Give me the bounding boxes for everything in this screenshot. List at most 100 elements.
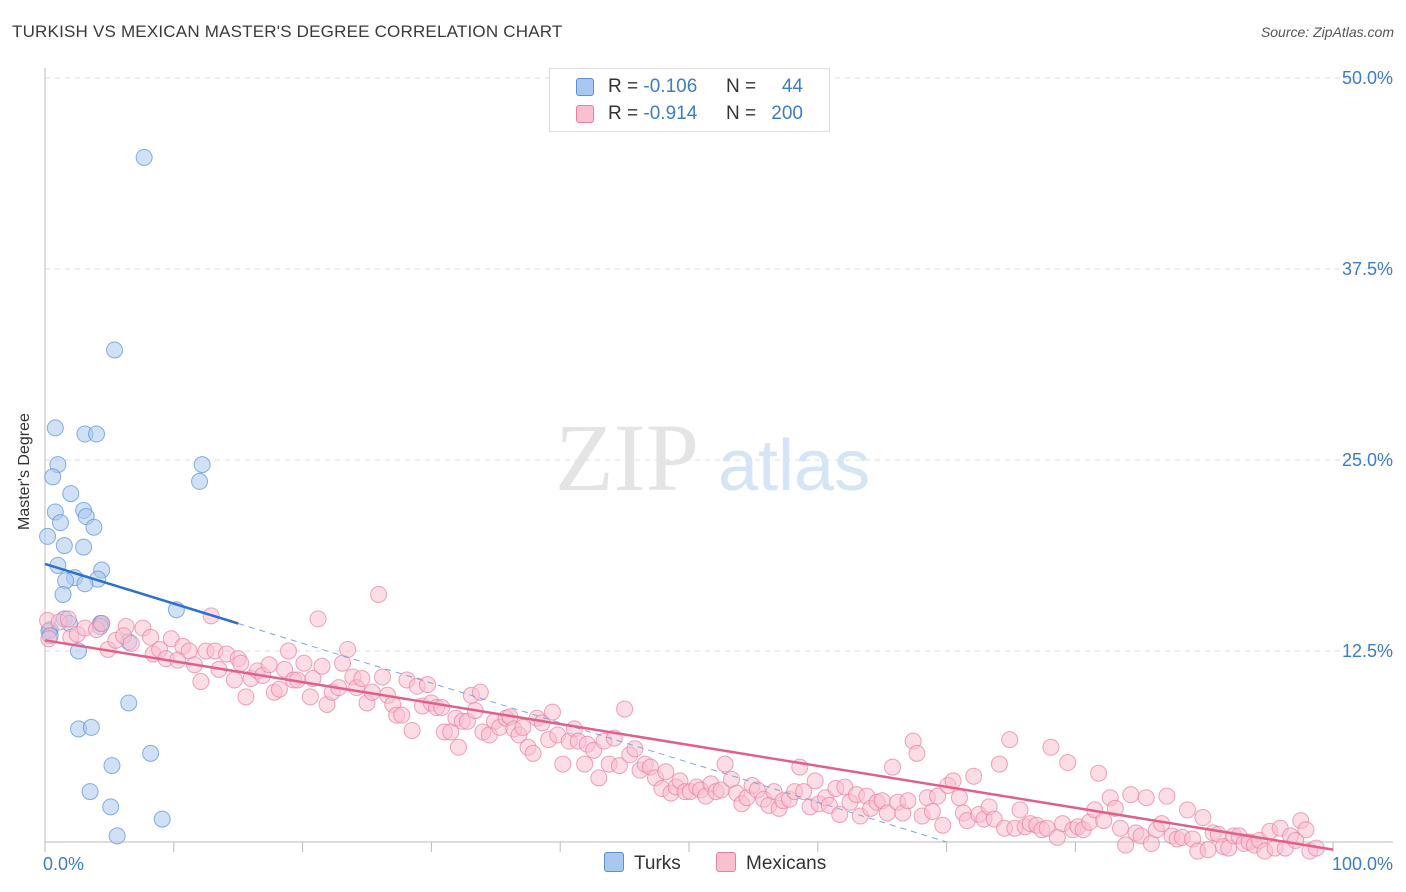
point-mexicans [270, 680, 288, 698]
point-turks [57, 572, 75, 590]
point-mexicans [1059, 754, 1077, 772]
point-mexicans [716, 755, 734, 773]
point-mexicans [225, 671, 243, 689]
point-mexicans [370, 585, 388, 603]
y-tick-label: 37.5% [1342, 259, 1393, 279]
point-mexicans [232, 654, 250, 672]
point-mexicans [543, 703, 561, 721]
source-label: Source: ZipAtlas.com [1260, 24, 1394, 40]
point-mexicans [471, 683, 489, 701]
watermark: ZIP atlas [555, 404, 870, 511]
point-mexicans [908, 744, 926, 762]
point-mexicans [237, 688, 255, 706]
legend-swatch-mexicans [576, 105, 594, 123]
legend-n-value-turks: 44 [781, 76, 803, 97]
point-mexicans [990, 755, 1008, 773]
point-mexicans [433, 699, 451, 717]
watermark-zip: ZIP [555, 404, 699, 511]
point-mexicans [923, 802, 941, 820]
trend-turks [44, 562, 239, 625]
bottom-legend-label-mexicans: Mexicans [746, 853, 827, 874]
point-turks [85, 518, 103, 536]
point-turks [106, 341, 124, 359]
point-mexicans [339, 640, 357, 658]
series-mexicans-points [39, 585, 1325, 860]
point-mexicans [1117, 836, 1135, 854]
legend-swatch-turks [576, 78, 594, 96]
point-mexicans [626, 740, 644, 758]
point-turks [88, 425, 106, 443]
point-mexicans [884, 758, 902, 776]
legend-n-value-mexicans: 200 [771, 103, 803, 124]
point-mexicans [59, 610, 77, 628]
point-mexicans [806, 772, 824, 790]
point-turks [135, 148, 153, 166]
point-mexicans [1297, 821, 1315, 839]
point-mexicans [419, 676, 437, 694]
point-turks [103, 757, 121, 775]
chart-title: TURKISH VS MEXICAN MASTER'S DEGREE CORRE… [12, 22, 563, 41]
point-mexicans [514, 718, 532, 736]
point-mexicans [449, 738, 467, 756]
point-mexicans [1199, 841, 1217, 859]
point-mexicans [610, 757, 628, 775]
point-mexicans [1178, 801, 1196, 819]
legend-n-label-turks: N = [726, 76, 757, 97]
series-turks-points [39, 148, 211, 845]
point-mexicans [353, 670, 371, 688]
legend-n-label-mexicans: N = [726, 103, 757, 124]
point-mexicans [192, 673, 210, 691]
legend-row-mexicans: R = -0.914 N = 200 [550, 101, 829, 127]
point-turks [54, 585, 72, 603]
point-turks [108, 827, 126, 845]
watermark-atlas: atlas [718, 426, 870, 506]
trend-lines [44, 562, 1334, 851]
point-turks [75, 538, 93, 556]
bottom-legend-turks: Turks [604, 852, 681, 875]
correlation-legend: R = -0.106 N = 44 R = -0.914 N = 200 [549, 68, 830, 132]
point-mexicans [279, 642, 297, 660]
point-turks [39, 527, 57, 545]
point-mexicans [554, 755, 572, 773]
point-mexicans [1042, 738, 1060, 756]
bottom-legend-mexicans: Mexicans [716, 852, 826, 875]
x-tick-label-min: 0.0% [43, 854, 84, 874]
point-mexicans [795, 783, 813, 801]
point-mexicans [1001, 731, 1019, 749]
point-turks [191, 472, 209, 490]
point-turks [120, 694, 138, 712]
point-turks [51, 514, 69, 532]
bottom-legend-swatch-mexicans [716, 852, 736, 872]
point-mexicans [590, 769, 608, 787]
point-mexicans [576, 755, 594, 773]
point-mexicans [950, 789, 968, 807]
point-mexicans [657, 763, 675, 781]
legend-row-turks: R = -0.106 N = 44 [550, 74, 829, 100]
point-turks [102, 798, 120, 816]
trend-turks-extension [238, 623, 947, 843]
point-mexicans [831, 805, 849, 823]
point-mexicans [934, 816, 952, 834]
point-mexicans [309, 610, 327, 628]
point-mexicans [373, 668, 391, 686]
point-mexicans [965, 767, 983, 785]
point-mexicans [1011, 801, 1029, 819]
point-mexicans [403, 721, 421, 739]
y-tick-label: 25.0% [1342, 450, 1393, 470]
point-mexicans [929, 787, 947, 805]
point-turks [44, 468, 62, 486]
bottom-legend-label-turks: Turks [634, 853, 681, 874]
point-mexicans [295, 654, 313, 672]
point-mexicans [93, 614, 111, 632]
point-turks [82, 718, 100, 736]
point-mexicans [260, 656, 278, 674]
point-turks [153, 810, 171, 828]
point-mexicans [1137, 789, 1155, 807]
legend-r-turks: R = -0.106 [608, 76, 698, 97]
tick-labels: 12.5% 25.0% 37.5% 50.0% 0.0% 100.0% [43, 68, 1393, 874]
point-mexicans [313, 657, 331, 675]
point-turks [193, 456, 211, 474]
point-mexicans [40, 630, 58, 648]
point-mexicans [524, 744, 542, 762]
